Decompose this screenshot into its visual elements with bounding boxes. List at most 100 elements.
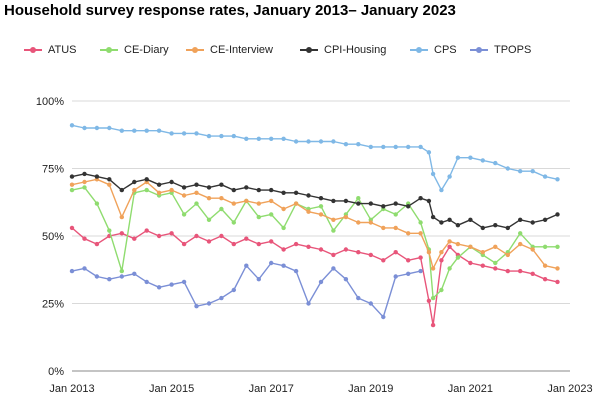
data-point-cps (281, 136, 286, 141)
data-point-ce-interview (293, 201, 299, 206)
legend-item: CE-Diary (100, 40, 169, 60)
data-point-cpi-housing (406, 204, 411, 209)
data-point-ce-interview (356, 220, 361, 225)
data-point-ce-diary (219, 206, 224, 212)
data-point-atus (231, 241, 236, 247)
data-point-cps (107, 125, 112, 131)
legend-label: TPOPS (494, 44, 532, 56)
data-point-tpops (293, 268, 299, 274)
data-point-ce-interview (231, 201, 236, 206)
data-point-cps (418, 144, 423, 150)
data-point-cpi-housing (426, 198, 432, 204)
y-tick-label: 75% (42, 164, 64, 176)
data-point-ce-interview (426, 250, 432, 255)
data-point-cps (439, 187, 444, 193)
data-point-cpi-housing (418, 196, 423, 201)
data-point-tpops (368, 301, 373, 306)
data-point-cpi-housing (256, 187, 261, 193)
data-point-ce-interview (256, 201, 261, 206)
data-point-ce-diary (555, 244, 560, 249)
data-point-cps (356, 142, 361, 147)
data-point-ce-interview (418, 231, 423, 236)
legend-item: CPI-Housing (300, 40, 386, 60)
data-point-ce-interview (306, 209, 311, 214)
data-point-ce-diary (455, 255, 461, 260)
data-point-ce-interview (406, 231, 411, 236)
data-point-cps (318, 139, 324, 144)
data-point-ce-diary (94, 201, 100, 206)
data-point-atus (318, 247, 324, 252)
data-point-cpi-housing (69, 174, 75, 179)
data-point-cps (406, 144, 411, 150)
data-point-cps (219, 133, 224, 139)
data-point-cpi-housing (107, 177, 112, 182)
data-point-ce-interview (318, 212, 324, 217)
data-point-ce-diary (393, 212, 398, 217)
data-point-cps (119, 128, 125, 133)
data-point-cpi-housing (244, 185, 249, 190)
data-point-cps (426, 150, 432, 155)
data-point-atus (542, 277, 548, 282)
legend-swatch (300, 45, 318, 55)
data-point-ce-interview (381, 225, 386, 231)
data-point-ce-interview (343, 214, 349, 220)
data-point-atus (119, 231, 125, 236)
data-point-cps (94, 125, 100, 131)
data-point-atus (406, 258, 411, 263)
data-point-tpops (181, 279, 187, 285)
data-point-cpi-housing (119, 187, 125, 193)
data-point-cps (530, 169, 535, 174)
data-point-cps (368, 144, 373, 150)
data-point-cpi-housing (82, 171, 87, 177)
data-point-ce-interview (194, 190, 199, 195)
data-point-atus (293, 241, 299, 247)
data-point-cpi-housing (447, 217, 452, 222)
data-point-cps (555, 177, 560, 182)
data-point-cpi-housing (231, 187, 236, 193)
legend-swatch (470, 45, 488, 55)
series-line-cpi-housing (71, 173, 558, 229)
data-point-ce-interview (244, 198, 249, 204)
data-point-tpops (69, 268, 75, 274)
data-point-ce-interview (107, 182, 112, 187)
data-point-cps (206, 133, 212, 139)
series-line-atus (71, 227, 558, 326)
data-point-cpi-housing (430, 214, 436, 220)
data-point-ce-interview (206, 196, 212, 201)
data-point-cps (306, 139, 311, 144)
data-point-cps (480, 158, 485, 163)
data-point-tpops (82, 266, 87, 271)
data-point-atus (219, 233, 224, 239)
data-point-cps (82, 125, 87, 131)
data-point-ce-interview (219, 196, 224, 201)
x-tick-label: Jan 2021 (448, 383, 493, 395)
data-point-atus (194, 233, 199, 239)
data-point-cpi-housing (356, 201, 361, 206)
data-point-cpi-housing (331, 198, 336, 204)
data-point-tpops (219, 295, 224, 301)
data-point-cps (132, 128, 137, 133)
data-point-ce-diary (69, 187, 75, 193)
data-point-atus (447, 244, 452, 249)
data-point-ce-interview (468, 244, 473, 249)
data-point-atus (69, 225, 75, 231)
data-point-ce-interview (169, 187, 174, 193)
data-point-atus (356, 250, 361, 255)
data-point-cpi-housing (269, 187, 274, 193)
data-point-tpops (107, 277, 112, 282)
data-point-cpi-housing (206, 185, 212, 190)
data-point-ce-interview (430, 266, 436, 271)
data-point-cpi-housing (94, 174, 100, 179)
data-point-cpi-housing (194, 182, 199, 187)
data-point-ce-diary (269, 212, 274, 217)
data-point-cps (381, 144, 386, 150)
data-point-tpops (306, 301, 311, 306)
data-point-ce-interview (119, 214, 125, 220)
data-point-cpi-housing (439, 220, 444, 225)
data-point-atus (181, 241, 187, 247)
data-point-ce-interview (393, 225, 398, 231)
series-line-tpops (71, 262, 421, 318)
data-point-ce-interview (493, 244, 498, 249)
data-point-tpops (156, 285, 162, 290)
